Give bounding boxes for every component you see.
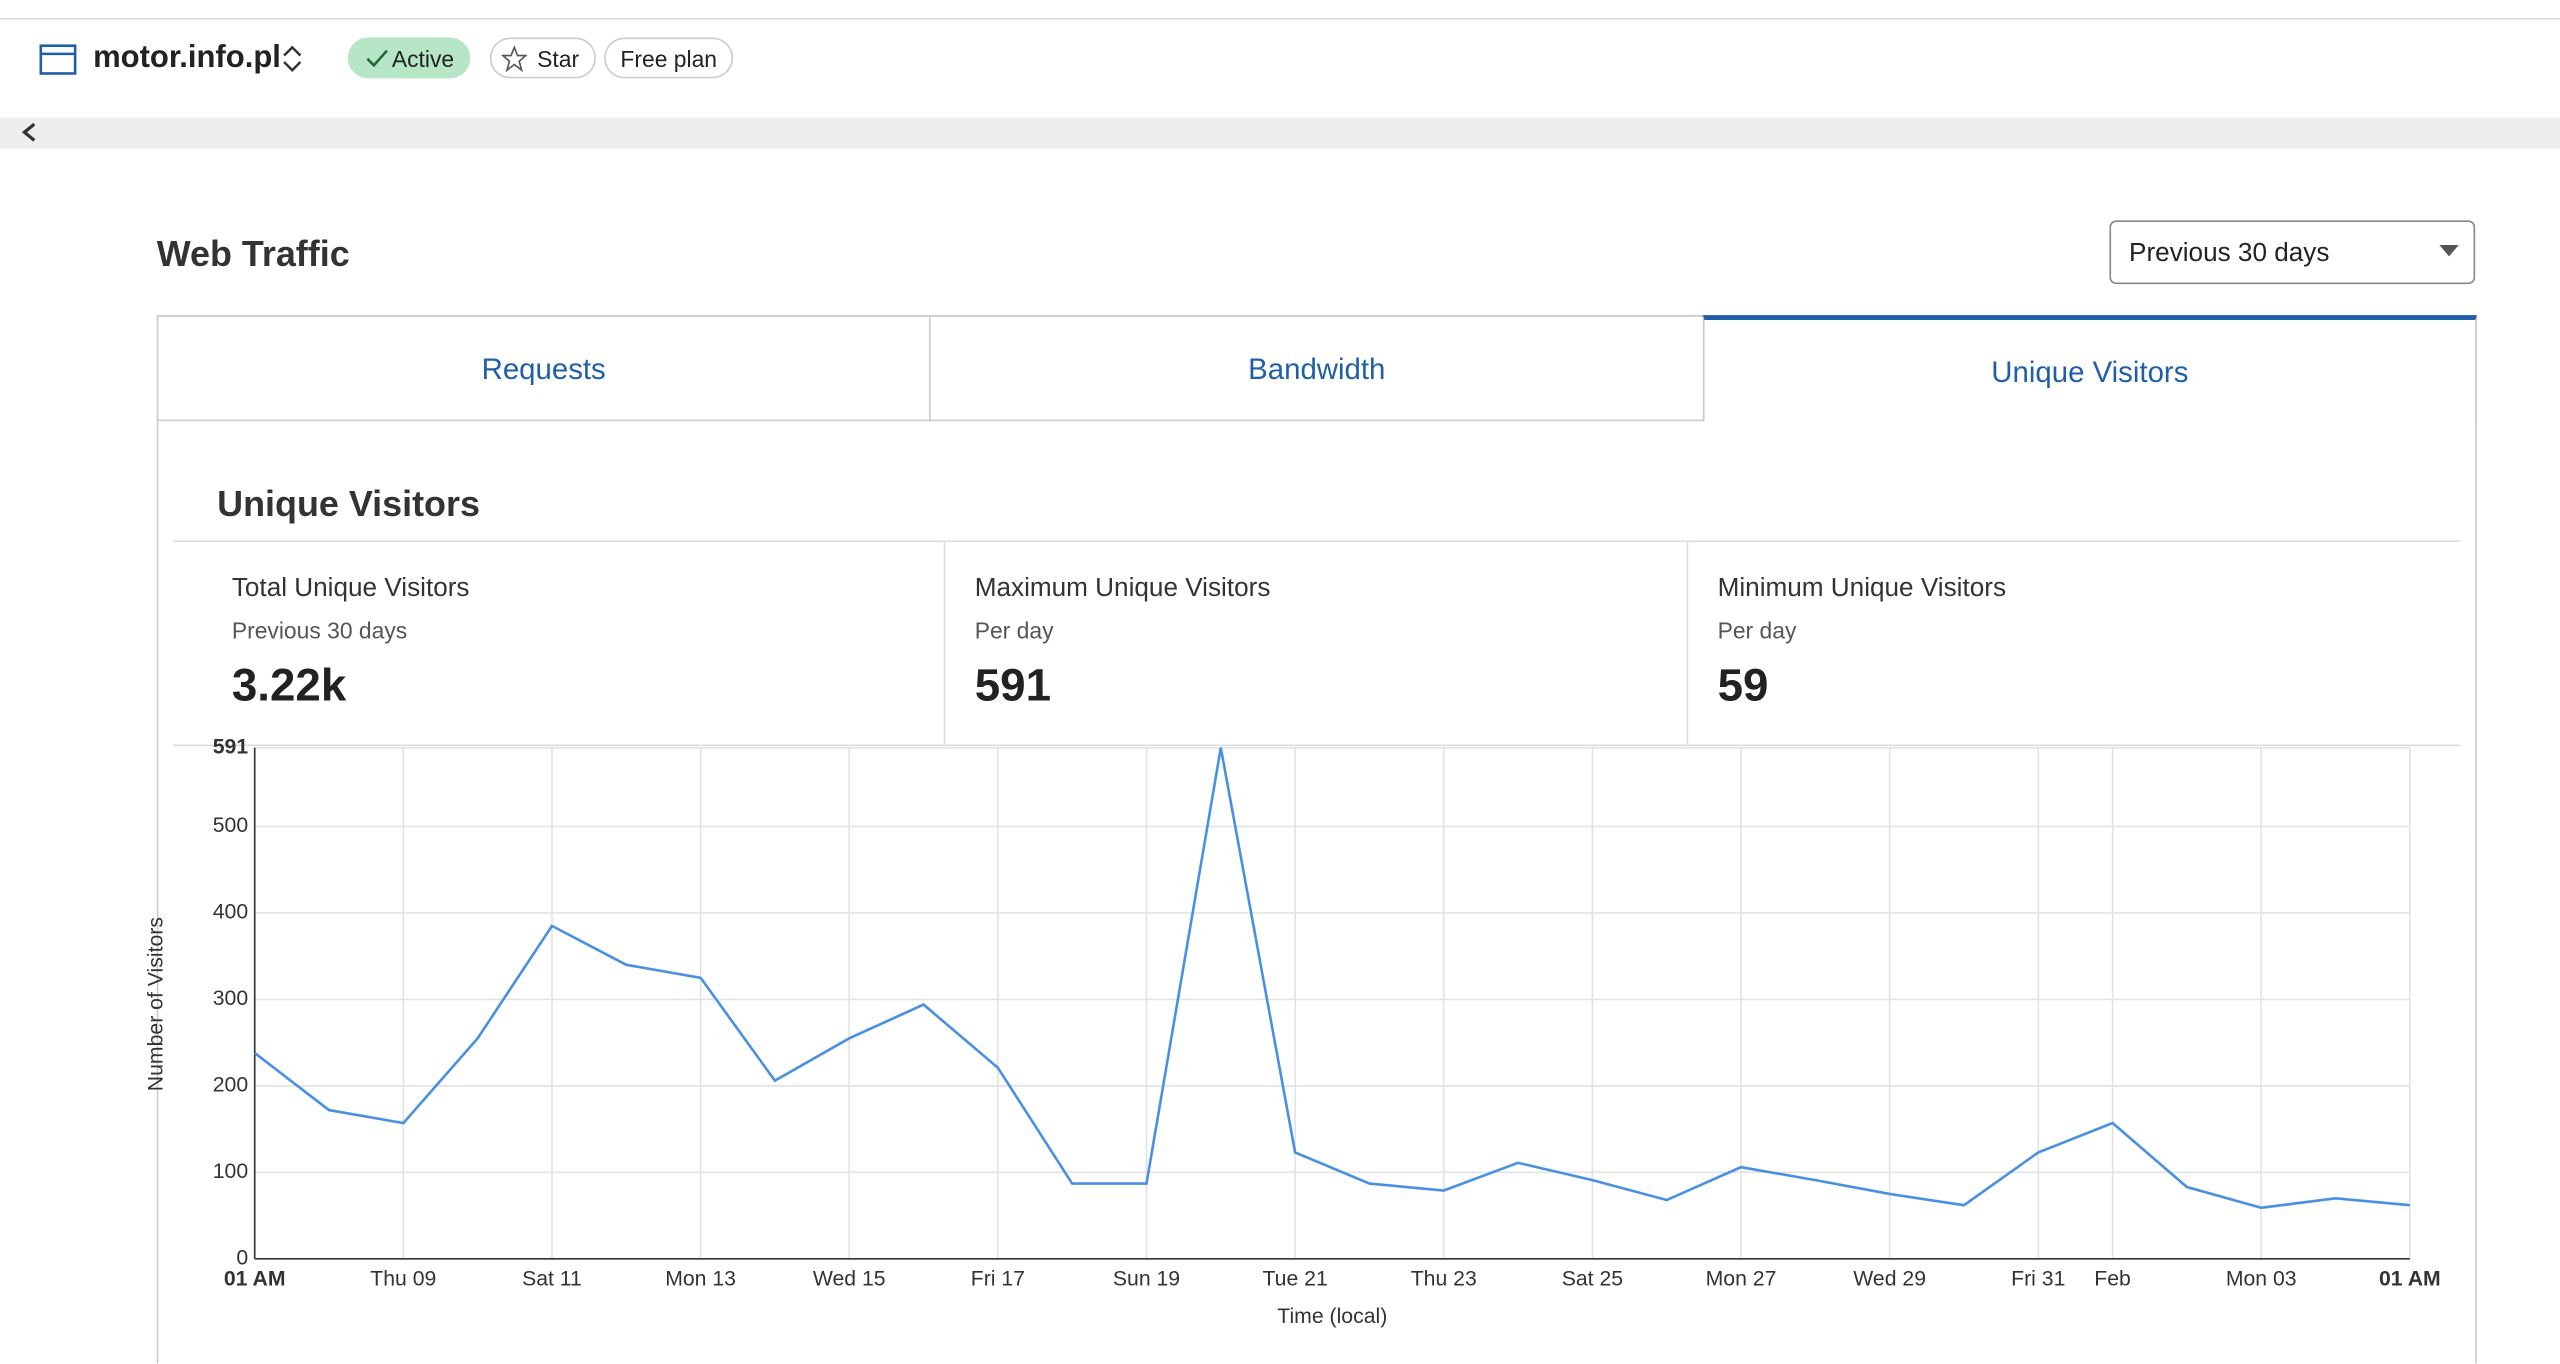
stat-sub: Previous 30 days	[231, 617, 408, 644]
line-series	[253, 747, 2410, 1210]
x-tick-label: Mon 13	[665, 1268, 736, 1291]
site-name[interactable]: motor.info.pl	[93, 40, 281, 76]
x-tick-label: Sat 11	[522, 1268, 582, 1291]
stat: Total Unique Visitors Previous 30 days 3.2…	[232, 542, 470, 744]
stat-value: 59	[1717, 659, 1769, 711]
range-select[interactable]: Previous 30 days	[2109, 220, 2476, 285]
x-tick-label: Mon 27	[1706, 1268, 1777, 1291]
divider	[173, 744, 2461, 747]
stat: Maximum Unique Visitors Per day 591	[975, 542, 1271, 744]
site-icon	[39, 44, 77, 75]
star-icon	[501, 45, 528, 72]
x-tick-label: Fri 31	[2011, 1268, 2065, 1291]
status-text: Active	[391, 45, 455, 72]
back-arrow[interactable]	[16, 121, 42, 144]
stat-label: Minimum Unique Visitors	[1717, 574, 2007, 603]
divider	[173, 540, 2461, 543]
stat-value: 3.22k	[231, 659, 347, 711]
x-tick-label: 01 AM	[2379, 1268, 2441, 1291]
x-tick-label: 01 AM	[224, 1268, 286, 1291]
check-icon	[366, 49, 388, 68]
switch-icon[interactable]	[281, 42, 304, 75]
x-tick-label: Thu 23	[1411, 1268, 1477, 1291]
stat-value: 591	[974, 659, 1051, 711]
stat-sub: Per day	[1717, 617, 1797, 644]
stat-label: Total Unique Visitors	[231, 574, 470, 603]
star-text: Star	[537, 45, 580, 72]
stat-label: Maximum Unique Visitors	[974, 574, 1271, 603]
x-tick-label: Tue 21	[1262, 1268, 1327, 1291]
y-tick-label: 300	[213, 987, 248, 1010]
x-tick-label: Sat 25	[1562, 1268, 1623, 1291]
plan-badge: Free plan	[604, 37, 734, 79]
panel-title: Unique Visitors	[217, 483, 480, 525]
x-tick-label: Mon 03	[2226, 1268, 2297, 1291]
x-tick-label: Sun 19	[1113, 1268, 1180, 1291]
tab-active[interactable]: Unique Visitors	[1702, 315, 2477, 422]
y-axis-label: Number of Visitors	[144, 917, 167, 1091]
stat: Minimum Unique Visitors Per day 59	[1718, 542, 2006, 744]
y-tick-label: 0	[236, 1246, 248, 1269]
divider	[943, 542, 946, 745]
top-border	[0, 17, 2560, 20]
y-tick-label: 591	[213, 735, 249, 758]
dropdown-caret	[2439, 244, 2459, 257]
x-tick-label: Wed 29	[1853, 1268, 1926, 1291]
x-tick-label: Fri 17	[971, 1268, 1025, 1291]
y-tick-label: 400	[213, 901, 248, 924]
range-text: Previous 30 days	[2129, 240, 2330, 268]
status-badge: Active	[347, 37, 471, 79]
y-tick-label: 500	[213, 814, 248, 837]
stat-sub: Per day	[974, 617, 1054, 644]
section-title: Web Traffic	[156, 233, 350, 275]
collapse-bar	[0, 117, 2560, 149]
y-tick-label: 200	[213, 1073, 248, 1096]
divider	[1686, 542, 1689, 745]
star-button[interactable]: Star	[489, 37, 596, 79]
x-axis-label: Time (local)	[1277, 1305, 1387, 1328]
tab[interactable]: Bandwidth	[929, 315, 1705, 422]
x-tick-label: Wed 15	[813, 1268, 886, 1291]
x-tick-label: Feb	[2094, 1268, 2131, 1291]
x-tick-label: Thu 09	[370, 1268, 436, 1291]
y-tick-label: 100	[213, 1160, 248, 1183]
